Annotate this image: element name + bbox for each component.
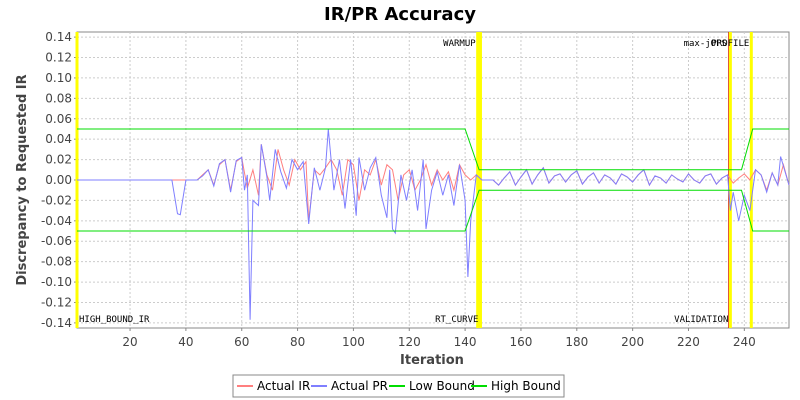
y-tick-label: 0.08 xyxy=(45,91,72,105)
y-tick-label: 0.02 xyxy=(45,153,72,167)
legend-label: Low Bound xyxy=(409,379,475,393)
series-line xyxy=(77,128,790,320)
marker-label: VALIDATION xyxy=(674,315,728,325)
y-tick-label: 0.14 xyxy=(45,30,72,44)
y-tick-label: -0.06 xyxy=(41,234,72,248)
marker-label: HIGH_BOUND_IR xyxy=(79,315,150,325)
x-tick-label: 60 xyxy=(234,335,249,349)
x-tick-label: 40 xyxy=(178,335,193,349)
data-series xyxy=(77,128,790,320)
y-tick-label: 0.04 xyxy=(45,132,72,146)
marker-label: RT_CURVE xyxy=(435,315,478,325)
x-tick-label: 120 xyxy=(398,335,421,349)
grid-lines xyxy=(77,32,789,328)
marker-label: WARMUP xyxy=(443,39,476,49)
legend-label: High Bound xyxy=(491,379,561,393)
y-axis-label: Discrepancy to Requested IR xyxy=(15,74,30,285)
x-tick-label: 140 xyxy=(454,335,477,349)
axis-ticks: -0.14 -0.12 -0.10 -0.08 -0.06 -0.04 -0.02 0.00 0… xyxy=(41,30,756,349)
chart-title: IR/PR Accuracy xyxy=(324,4,476,25)
x-tick-label: 180 xyxy=(565,335,588,349)
x-tick-label: 20 xyxy=(122,335,137,349)
legend-label: Actual IR xyxy=(257,379,310,393)
series-line xyxy=(77,128,789,171)
y-tick-label: -0.08 xyxy=(41,255,72,269)
marker-label: PROFILE xyxy=(711,39,749,49)
x-axis-label: Iteration xyxy=(400,353,464,368)
legend-label: Actual PR xyxy=(331,379,388,393)
marker-label: max-jOPS xyxy=(684,39,727,49)
y-tick-label: -0.02 xyxy=(41,193,72,207)
y-tick-label: -0.10 xyxy=(41,275,72,289)
y-tick-label: -0.12 xyxy=(41,295,72,309)
x-tick-label: 100 xyxy=(342,335,365,349)
x-tick-label: 220 xyxy=(677,335,700,349)
y-tick-label: 0.10 xyxy=(45,71,72,85)
y-tick-label: 0.12 xyxy=(45,51,72,65)
legend: Actual IR Actual PR Low Bound High Bound xyxy=(232,374,565,398)
x-tick-label: 160 xyxy=(509,335,532,349)
x-tick-label: 240 xyxy=(733,335,756,349)
y-tick-label: -0.04 xyxy=(41,214,72,228)
y-tick-label: 0.00 xyxy=(45,173,72,187)
y-tick-label: -0.14 xyxy=(41,316,72,330)
x-tick-label: 200 xyxy=(621,335,644,349)
series-line xyxy=(77,189,789,232)
y-tick-label: 0.06 xyxy=(45,112,72,126)
x-tick-label: 80 xyxy=(290,335,305,349)
